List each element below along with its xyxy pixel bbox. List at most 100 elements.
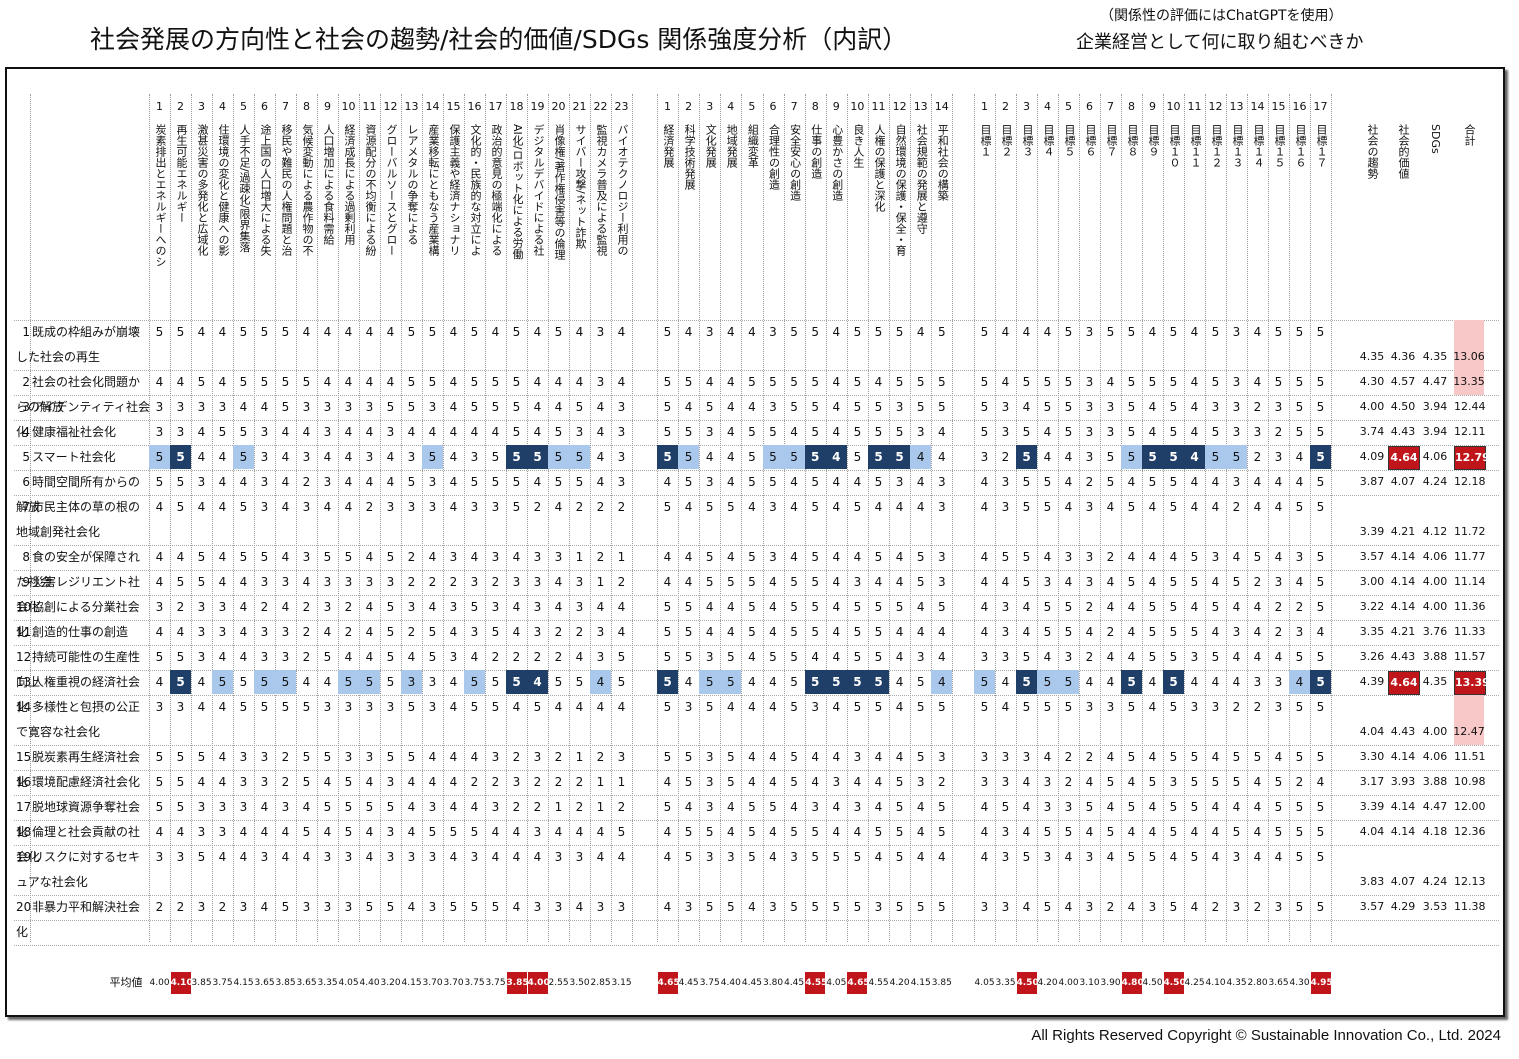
score-cell: 4 bbox=[1316, 775, 1325, 789]
score-cell: 5 bbox=[916, 900, 925, 914]
score-cell: 5 bbox=[1121, 670, 1142, 694]
grid-line bbox=[590, 94, 591, 942]
summary-value: 4.00 bbox=[1422, 725, 1448, 738]
score-cell: 5 bbox=[868, 670, 889, 694]
value-header: 仕事の創造 bbox=[809, 124, 823, 179]
summary-value: 4.14 bbox=[1390, 575, 1416, 588]
value-column-number: 10 bbox=[850, 100, 865, 113]
row-label: 13人権重視の経済社会化 bbox=[16, 670, 150, 714]
score-cell: 4 bbox=[155, 825, 164, 839]
score-cell: 2 bbox=[218, 900, 227, 914]
trend-header: デジタルデバイドによる社 bbox=[532, 124, 545, 256]
trend-average: 3.15 bbox=[611, 978, 632, 988]
score-cell: 5 bbox=[428, 650, 437, 664]
score-cell: 4 bbox=[895, 625, 904, 639]
score-cell: 5 bbox=[197, 575, 206, 589]
score-cell: 4 bbox=[895, 750, 904, 764]
score-cell: 4 bbox=[916, 625, 925, 639]
score-cell: 4 bbox=[449, 450, 458, 464]
row-divider bbox=[14, 545, 1499, 546]
score-cell: 4 bbox=[428, 775, 437, 789]
score-cell: 4 bbox=[218, 500, 227, 514]
summary-value: 3.87 bbox=[1359, 475, 1385, 488]
score-cell: 4 bbox=[1127, 825, 1136, 839]
sdg-column-number: 5 bbox=[1065, 100, 1072, 113]
sdg-header: 目標１１ bbox=[1189, 124, 1202, 168]
sdg-average: 3.35 bbox=[995, 978, 1016, 988]
score-cell: 3 bbox=[1295, 550, 1304, 564]
score-cell: 5 bbox=[790, 625, 798, 639]
score-cell: 5 bbox=[1148, 625, 1157, 639]
score-cell: 5 bbox=[853, 425, 862, 439]
value-header: 自然環境の保護・保全・育 bbox=[894, 124, 908, 256]
score-cell: 5 bbox=[1295, 375, 1304, 389]
trend-average: 3.70 bbox=[443, 978, 464, 988]
score-cell: 5 bbox=[1106, 450, 1115, 464]
score-cell: 4 bbox=[365, 600, 374, 614]
score-cell: 3 bbox=[344, 700, 353, 714]
score-cell: 4 bbox=[1253, 650, 1262, 664]
score-cell: 4 bbox=[449, 400, 458, 414]
score-cell: 4 bbox=[811, 750, 819, 764]
score-cell: 4 bbox=[281, 450, 290, 464]
score-cell: 3 bbox=[260, 450, 269, 464]
score-cell: 5 bbox=[1106, 825, 1115, 839]
trend-column-number: 12 bbox=[383, 100, 398, 113]
score-cell: 5 bbox=[937, 900, 946, 914]
score-cell: 1 bbox=[596, 800, 605, 814]
score-cell: 5 bbox=[1001, 800, 1010, 814]
score-cell: 3 bbox=[197, 475, 206, 489]
sdg-column-number: 11 bbox=[1187, 100, 1202, 113]
score-cell: 5 bbox=[1022, 575, 1031, 589]
score-cell: 3 bbox=[554, 550, 563, 564]
score-cell: 5 bbox=[338, 670, 359, 694]
score-cell: 3 bbox=[769, 900, 777, 914]
grid-line bbox=[1310, 94, 1311, 942]
row-number: 8 bbox=[22, 550, 30, 564]
score-cell: 2 bbox=[533, 800, 542, 814]
sdg-header: 目標３ bbox=[1021, 124, 1034, 157]
summary-value: 4.35 bbox=[1422, 675, 1448, 688]
score-cell: 3 bbox=[811, 700, 819, 714]
score-cell: 4 bbox=[512, 825, 521, 839]
score-cell: 3 bbox=[853, 750, 862, 764]
score-cell: 1 bbox=[596, 775, 605, 789]
score-cell: 4 bbox=[684, 575, 693, 589]
trend-header: 政治的意見の極端化による bbox=[490, 124, 503, 256]
score-cell: 5 bbox=[748, 425, 756, 439]
score-cell: 3 bbox=[302, 450, 311, 464]
score-cell: 4 bbox=[790, 550, 798, 564]
score-cell: 5 bbox=[1142, 445, 1163, 469]
score-cell: 5 bbox=[748, 475, 756, 489]
score-cell: 4 bbox=[302, 675, 311, 689]
trend-average: 3.85 bbox=[506, 972, 529, 994]
score-cell: 2 bbox=[1253, 450, 1262, 464]
sdg-header: 目標９ bbox=[1147, 124, 1160, 157]
score-cell: 5 bbox=[1148, 375, 1157, 389]
row-name: 社会の社会化問題からの解放 bbox=[16, 375, 141, 414]
row-number: 14 bbox=[16, 700, 32, 714]
score-cell: 4 bbox=[1148, 800, 1157, 814]
score-cell: 5 bbox=[705, 825, 714, 839]
sdg-header: 目標１６ bbox=[1294, 124, 1307, 168]
score-cell: 4 bbox=[449, 325, 458, 339]
row-name: 倫理と社会貢献の社会化 bbox=[16, 825, 141, 864]
score-cell: 3 bbox=[155, 400, 164, 414]
trend-header: 経済成長による過剰利用 bbox=[343, 124, 356, 245]
score-cell: 4 bbox=[323, 825, 332, 839]
score-cell: 5 bbox=[853, 700, 862, 714]
score-cell: 4 bbox=[1190, 375, 1199, 389]
score-cell: 2 bbox=[407, 625, 416, 639]
sdg-column-number: 2 bbox=[1002, 100, 1009, 113]
score-cell: 5 bbox=[769, 800, 777, 814]
score-cell: 4 bbox=[470, 650, 479, 664]
sdg-header: 目標１４ bbox=[1252, 124, 1265, 168]
value-average: 4.55 bbox=[805, 972, 827, 994]
score-cell: 3 bbox=[596, 325, 605, 339]
score-cell: 4 bbox=[726, 425, 735, 439]
score-cell: 3 bbox=[1232, 850, 1241, 864]
score-cell: 3 bbox=[302, 550, 311, 564]
trend-average: 4.10 bbox=[170, 972, 193, 994]
score-cell: 4 bbox=[554, 700, 563, 714]
score-cell: 5 bbox=[470, 825, 479, 839]
